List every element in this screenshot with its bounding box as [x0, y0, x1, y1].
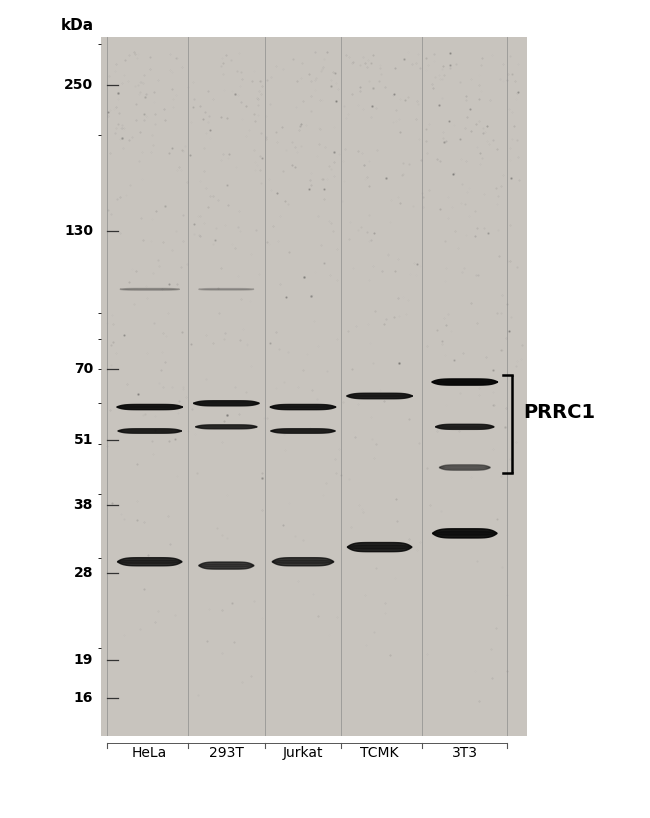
- Polygon shape: [432, 379, 498, 385]
- Polygon shape: [272, 560, 334, 564]
- Polygon shape: [347, 542, 412, 551]
- Polygon shape: [117, 404, 183, 410]
- Text: 16: 16: [73, 691, 93, 705]
- Polygon shape: [196, 425, 257, 429]
- Polygon shape: [436, 425, 494, 429]
- Polygon shape: [439, 466, 490, 469]
- Polygon shape: [432, 532, 497, 535]
- Text: 130: 130: [64, 224, 93, 238]
- Text: Jurkat: Jurkat: [283, 746, 323, 760]
- Polygon shape: [432, 528, 497, 538]
- Polygon shape: [117, 406, 183, 408]
- Polygon shape: [196, 426, 257, 428]
- Polygon shape: [118, 430, 181, 432]
- Text: 19: 19: [73, 653, 93, 667]
- Text: TCMK: TCMK: [360, 746, 399, 760]
- Polygon shape: [436, 426, 494, 428]
- Text: 28: 28: [73, 566, 93, 581]
- Text: 293T: 293T: [209, 746, 244, 760]
- Polygon shape: [439, 465, 490, 470]
- Text: 51: 51: [73, 433, 93, 447]
- Text: 70: 70: [73, 362, 93, 376]
- Polygon shape: [199, 564, 254, 567]
- Polygon shape: [193, 401, 259, 406]
- Polygon shape: [347, 546, 412, 549]
- Polygon shape: [193, 402, 259, 404]
- Polygon shape: [118, 558, 182, 566]
- Polygon shape: [118, 429, 181, 434]
- Text: HeLa: HeLa: [132, 746, 167, 760]
- Text: 3T3: 3T3: [452, 746, 478, 760]
- Polygon shape: [270, 404, 336, 410]
- Text: 250: 250: [64, 78, 93, 92]
- Polygon shape: [270, 429, 335, 434]
- Polygon shape: [120, 289, 179, 290]
- Polygon shape: [270, 430, 335, 432]
- Polygon shape: [199, 562, 254, 569]
- Polygon shape: [432, 381, 498, 384]
- Polygon shape: [199, 289, 254, 290]
- Polygon shape: [346, 395, 413, 397]
- Polygon shape: [272, 558, 334, 566]
- Polygon shape: [346, 393, 413, 398]
- Polygon shape: [118, 560, 182, 564]
- Text: PRRC1: PRRC1: [523, 402, 595, 421]
- Text: kDa: kDa: [61, 18, 94, 33]
- Text: 38: 38: [73, 498, 93, 512]
- Polygon shape: [270, 406, 336, 408]
